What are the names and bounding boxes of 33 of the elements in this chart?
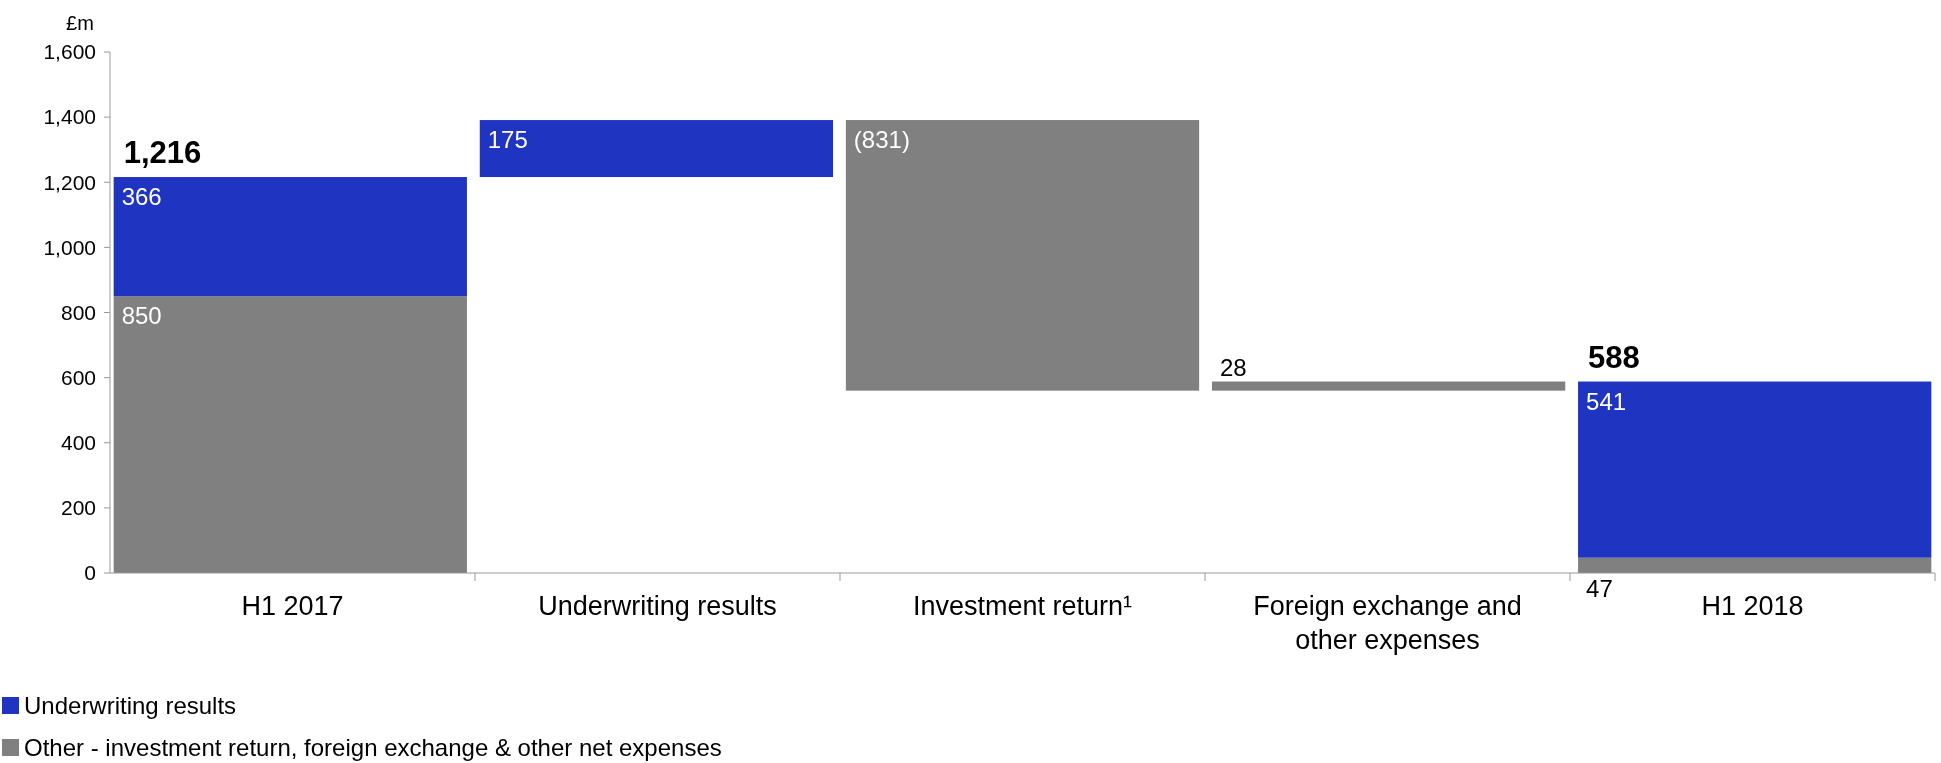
x-tick-label: Underwriting results bbox=[538, 591, 777, 621]
y-tick-label: 1,600 bbox=[43, 40, 96, 64]
bar bbox=[1578, 381, 1932, 558]
legend-label: Other - investment return, foreign exchange & other net expenses bbox=[24, 734, 722, 762]
bar bbox=[479, 120, 834, 178]
legend-label: Underwriting results bbox=[24, 692, 237, 720]
y-tick-label: 1,400 bbox=[43, 105, 96, 129]
bar bbox=[113, 296, 467, 573]
y-tick-label: 0 bbox=[84, 561, 96, 585]
data-label: 366 bbox=[121, 183, 162, 211]
x-tick-label: Investment return¹ bbox=[912, 591, 1133, 621]
y-tick-label: 1,000 bbox=[43, 235, 96, 259]
x-tick-label: H1 2017 bbox=[241, 591, 344, 621]
data-label: 47 bbox=[1586, 575, 1613, 602]
x-tick-label: H1 2018 bbox=[1701, 591, 1804, 621]
bar bbox=[1211, 381, 1566, 391]
y-tick-label: 1,200 bbox=[43, 170, 96, 194]
data-label: 175 bbox=[487, 126, 528, 154]
bar bbox=[1578, 557, 1932, 573]
bar bbox=[113, 177, 467, 297]
y-tick-label: 200 bbox=[60, 496, 96, 520]
y-tick-label: 600 bbox=[60, 365, 96, 389]
data-label: 850 bbox=[121, 302, 162, 330]
bar bbox=[845, 120, 1200, 391]
data-label: 28 bbox=[1219, 353, 1247, 381]
total-label: 1,216 bbox=[123, 135, 202, 171]
data-label: (831) bbox=[853, 126, 910, 154]
data-label: 541 bbox=[1586, 387, 1627, 415]
y-tick-label: 800 bbox=[60, 300, 96, 324]
total-label: 588 bbox=[1588, 339, 1640, 375]
x-tick-label: Foreign exchange and other expenses bbox=[1253, 591, 1522, 655]
y-tick-label: 400 bbox=[60, 431, 96, 455]
y-axis-title: £m bbox=[66, 12, 94, 34]
